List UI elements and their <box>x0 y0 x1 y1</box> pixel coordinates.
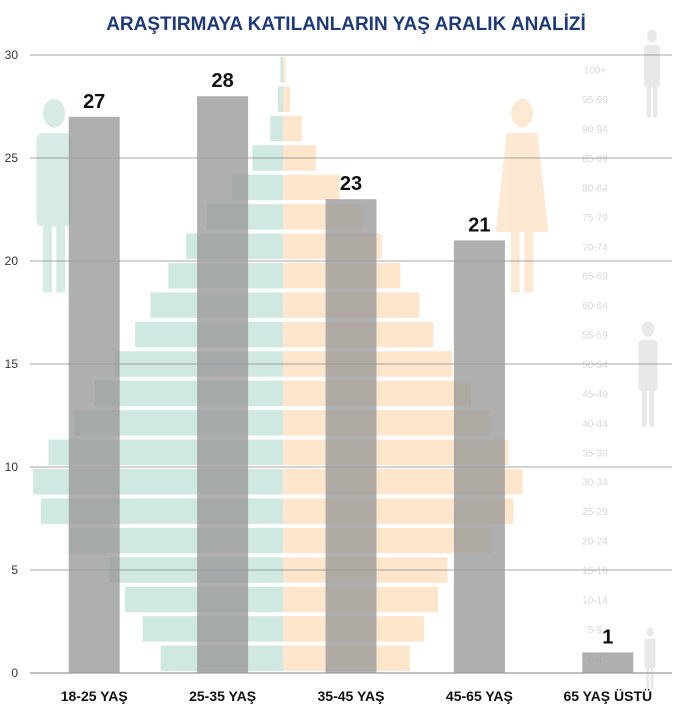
pyramid-age-label: 90-94 <box>582 125 608 136</box>
x-tick-label: 45-65 YAŞ <box>446 688 513 704</box>
data-label: 21 <box>468 214 490 236</box>
pyramid-female-band <box>283 380 471 407</box>
data-labels: 27 28 23 21 1 <box>83 70 613 648</box>
y-tick-label: 0 <box>11 666 18 680</box>
y-tick-label: 5 <box>11 563 18 577</box>
y-axis-ticks: 0 5 10 15 20 25 30 <box>5 48 19 680</box>
pyramid-female-band <box>283 86 291 112</box>
pyramid-age-label: 85-89 <box>582 154 608 165</box>
data-label: 28 <box>211 70 233 92</box>
bar <box>325 199 377 673</box>
x-tick-label: 35-45 YAŞ <box>318 688 385 704</box>
pyramid-age-label: 95-99 <box>582 95 608 106</box>
pyramid-age-label: 75-79 <box>582 213 608 224</box>
male-figure-icon <box>644 627 656 690</box>
bars <box>68 96 634 674</box>
y-tick-label: 20 <box>5 254 19 268</box>
chart-title: ARAŞTIRMAYA KATILANLARIN YAŞ ARALIK ANAL… <box>106 14 586 35</box>
x-tick-label: 18-25 YAŞ <box>61 688 128 704</box>
pyramid-male-band <box>277 86 283 112</box>
pyramid-age-label: 30-34 <box>582 478 608 489</box>
pyramid-age-label: 55-59 <box>582 331 608 342</box>
pyramid-age-label: 65-69 <box>582 272 608 283</box>
male-figure-icon <box>644 29 660 118</box>
pyramid-age-label: 40-44 <box>582 419 608 430</box>
male-figure-icon <box>638 321 658 427</box>
bar <box>197 96 249 673</box>
y-tick-label: 25 <box>5 151 19 165</box>
pyramid-male-band <box>94 380 283 407</box>
y-tick-label: 30 <box>5 48 19 62</box>
pyramid-age-label: 70-74 <box>582 242 608 253</box>
male-figure-icon <box>36 98 72 293</box>
data-label: 1 <box>602 626 613 648</box>
x-tick-label: 25-35 YAŞ <box>189 688 256 704</box>
data-label: 23 <box>340 173 362 195</box>
data-label: 27 <box>83 91 105 113</box>
bar <box>68 116 120 674</box>
pyramid-age-label: 45-49 <box>582 389 608 400</box>
pyramid-age-label: 100+ <box>584 66 607 77</box>
pyramid-age-label: 15-19 <box>582 566 608 577</box>
pyramid-age-label: 80-84 <box>582 183 608 194</box>
pyramid-age-label: 50-54 <box>582 360 608 371</box>
pyramid-age-label: 25-29 <box>582 507 608 518</box>
x-axis-ticks: 18-25 YAŞ 25-35 YAŞ 35-45 YAŞ 45-65 YAŞ 65 Y… <box>61 688 652 704</box>
bar <box>582 652 634 673</box>
pyramid-male-band <box>270 115 283 142</box>
bar <box>453 240 505 673</box>
pyramid-age-label: 35-39 <box>582 448 608 459</box>
pyramid-female-band <box>283 174 340 201</box>
pyramid-female-band <box>283 115 302 142</box>
pyramid-age-label: 60-64 <box>582 301 608 312</box>
y-tick-label: 15 <box>5 357 19 371</box>
pyramid-age-label: 10-14 <box>582 595 608 606</box>
y-tick-label: 10 <box>5 460 19 474</box>
x-tick-label: 65 YAŞ ÜSTÜ <box>563 688 652 704</box>
pyramid-female-band <box>283 57 286 83</box>
pyramid-male-band <box>280 57 283 83</box>
pyramid-age-label: 5-9 <box>588 625 603 636</box>
pyramid-age-label: 20-24 <box>582 537 608 548</box>
